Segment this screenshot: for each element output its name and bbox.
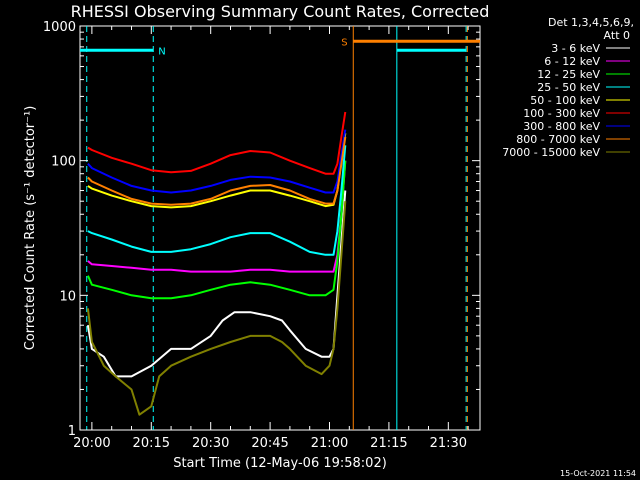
y-tick-label: 10 <box>59 289 76 304</box>
y-axis: 1 10 100 1000 <box>43 20 480 439</box>
legend-label: 50 - 100 keV <box>530 94 600 107</box>
x-tick-label: 21:00 <box>311 436 348 451</box>
x-tick-label: 20:30 <box>192 436 229 451</box>
legend-label: 100 - 300 keV <box>523 107 600 120</box>
footer-timestamp: 15-Oct-2021 11:54 <box>560 469 636 478</box>
plot-frame <box>79 25 481 431</box>
series-line-3 <box>86 160 347 300</box>
x-tick-label: 20:45 <box>251 436 288 451</box>
legend-header-line-1: Det 1,3,4,5,6,9, <box>548 16 634 29</box>
x-tick-label: 20:15 <box>133 436 170 451</box>
series-line-9 <box>86 201 347 416</box>
x-tick-label: 21:15 <box>370 436 407 451</box>
x-tick-label: 20:00 <box>73 436 110 451</box>
legend-label: 300 - 800 keV <box>523 120 600 133</box>
series-layer <box>86 111 347 416</box>
x-axis-label: Start Time (12-May-06 19:58:02) <box>173 456 387 471</box>
series-line-8 <box>87 136 347 206</box>
legend-label: 25 - 50 keV <box>537 81 600 94</box>
legend-label: 800 - 7000 keV <box>516 133 600 146</box>
y-axis-label: Corrected Count Rate (s⁻¹ detector⁻¹) <box>23 106 38 351</box>
legend-label: 6 - 12 keV <box>544 55 600 68</box>
y-tick-label: 1 <box>68 424 76 439</box>
attenuator-label: S <box>341 37 347 48</box>
series-line-2 <box>87 160 347 273</box>
annotation-layer: NS <box>80 26 480 430</box>
legend-label: 3 - 6 keV <box>551 42 600 55</box>
y-tick-label: 100 <box>51 155 76 170</box>
plot-area: NS <box>79 25 481 431</box>
x-axis: 20:00 20:15 20:30 20:45 21:00 21:15 21:30 <box>73 26 469 451</box>
series-line-4 <box>87 145 347 256</box>
series-line-6 <box>87 111 347 175</box>
chart-title: RHESSI Observing Summary Count Rates, Co… <box>71 2 490 21</box>
x-tick-label: 21:30 <box>430 436 467 451</box>
legend-label: 7000 - 15000 keV <box>502 146 600 159</box>
series-line-7 <box>87 129 347 194</box>
attenuator-label: N <box>158 46 165 57</box>
legend-label: 12 - 25 keV <box>537 68 600 81</box>
y-tick-label: 1000 <box>43 20 76 35</box>
series-line-1 <box>86 190 347 378</box>
legend-header-line-2: Att 0 <box>604 29 630 42</box>
